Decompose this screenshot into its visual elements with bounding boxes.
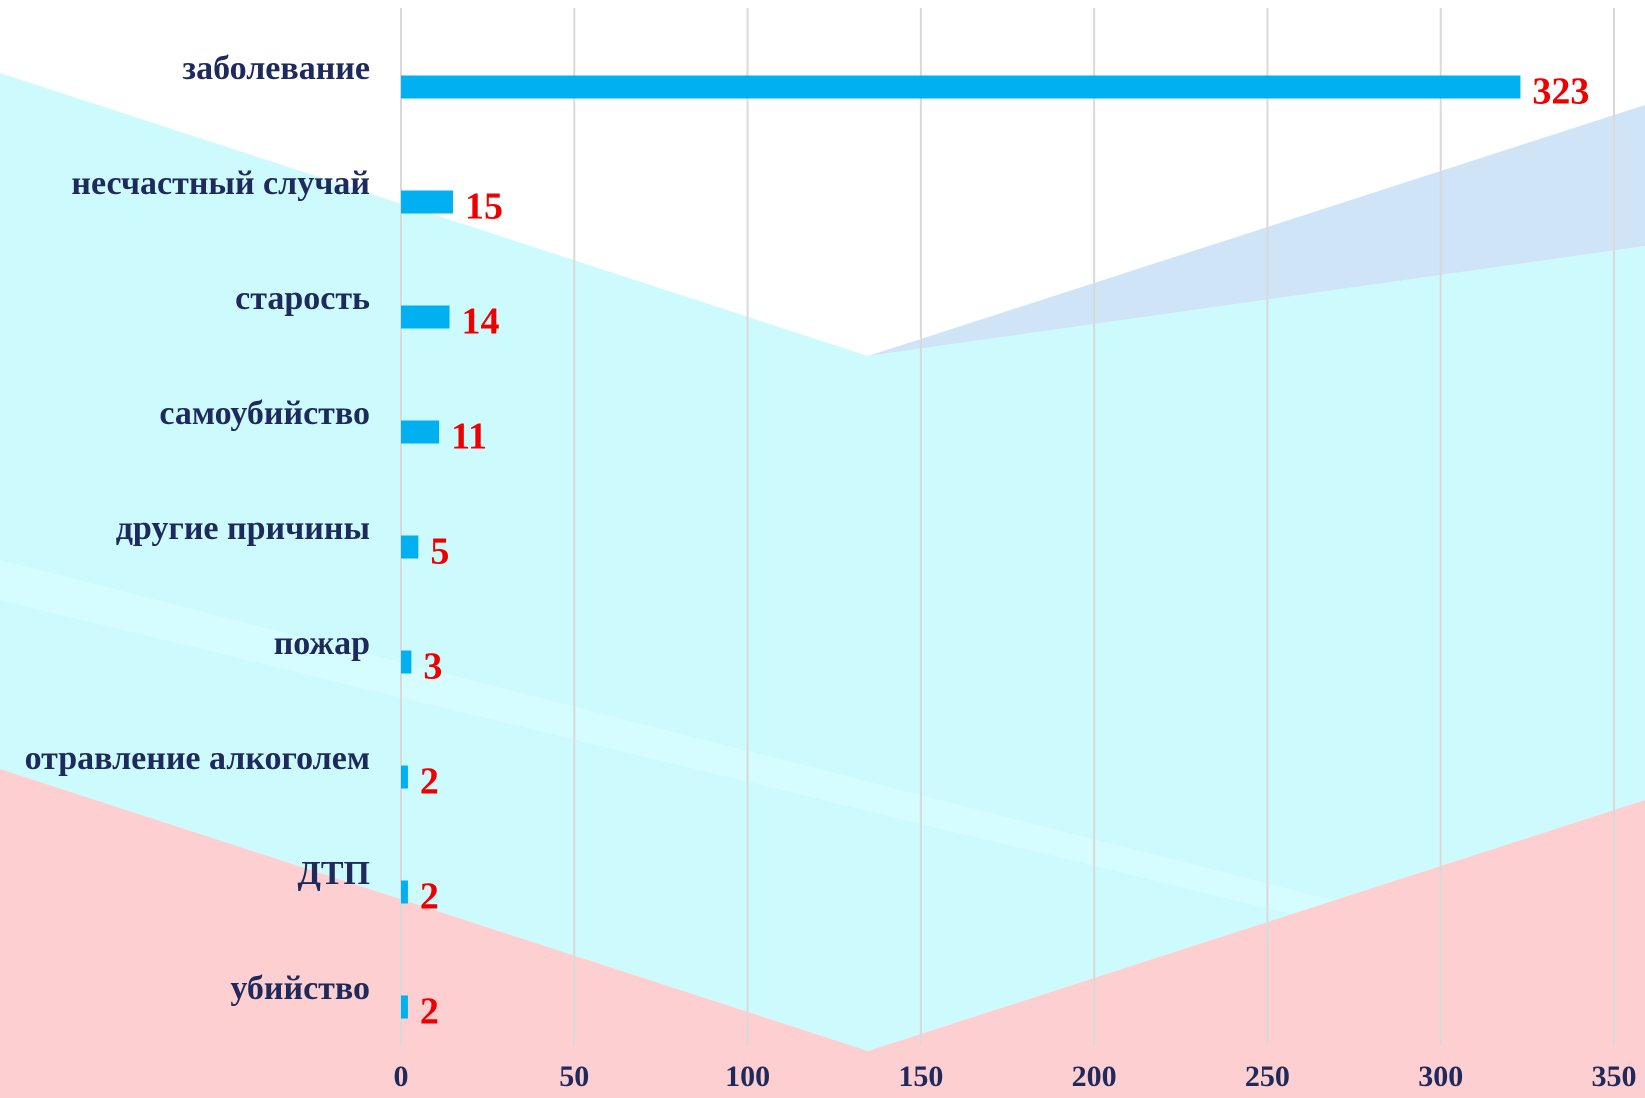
bar xyxy=(401,880,408,904)
bar xyxy=(401,75,1521,99)
value-label: 2 xyxy=(420,876,439,918)
value-label: 15 xyxy=(465,186,503,228)
category-label: самоубийство xyxy=(159,395,370,432)
category-label: ДТП xyxy=(297,855,370,892)
category-label: пожар xyxy=(273,625,370,662)
bar xyxy=(401,420,440,444)
value-label: 323 xyxy=(1532,71,1589,113)
bar xyxy=(401,650,412,674)
bar xyxy=(401,995,408,1019)
category-label: несчастный случай xyxy=(71,165,370,202)
bar xyxy=(401,305,450,329)
x-tick-label: 250 xyxy=(1245,1060,1290,1093)
x-tick-label: 100 xyxy=(725,1060,770,1093)
category-label: старость xyxy=(235,280,370,317)
value-label: 2 xyxy=(420,761,439,803)
value-label: 5 xyxy=(430,531,449,573)
category-label: заболевание xyxy=(182,50,370,87)
category-label: другие причины xyxy=(115,510,370,547)
bar xyxy=(401,190,453,214)
value-label: 3 xyxy=(423,646,442,688)
x-tick-label: 50 xyxy=(559,1060,589,1093)
x-tick-label: 350 xyxy=(1592,1060,1637,1093)
x-tick-label: 300 xyxy=(1418,1060,1463,1093)
bar xyxy=(401,765,408,789)
x-tick-label: 200 xyxy=(1072,1060,1117,1093)
x-tick-label: 150 xyxy=(898,1060,943,1093)
bar xyxy=(401,535,419,559)
value-label: 11 xyxy=(451,416,487,458)
category-label: убийство xyxy=(230,970,370,1007)
background-blue xyxy=(868,105,1645,356)
value-label: 2 xyxy=(420,991,439,1033)
x-tick-label: 0 xyxy=(394,1060,409,1093)
value-label: 14 xyxy=(462,301,500,343)
category-label: отравление алкоголем xyxy=(24,740,370,777)
background-pink xyxy=(0,769,1645,1098)
